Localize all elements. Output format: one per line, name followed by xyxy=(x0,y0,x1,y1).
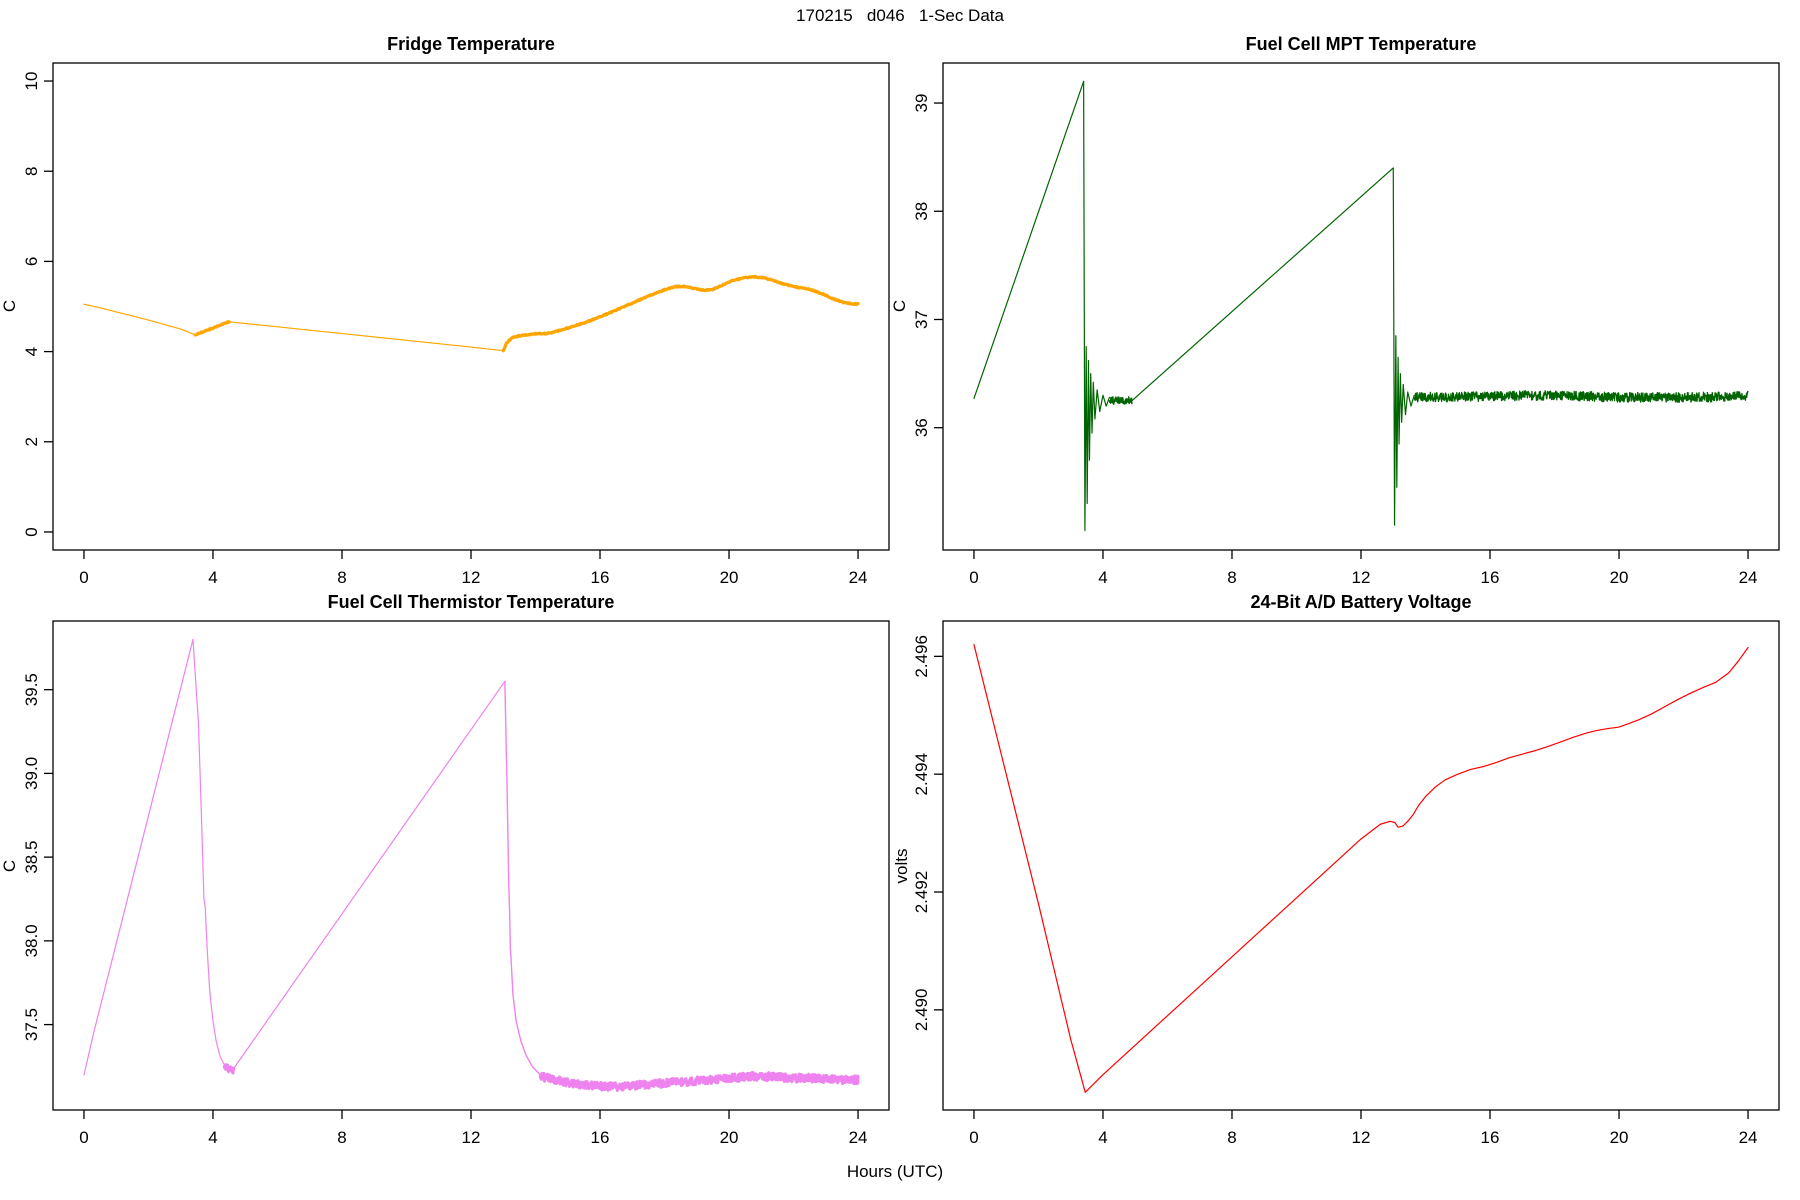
fuel-cell-thermistor-temperature-x-tick-label: 0 xyxy=(79,1128,88,1147)
fridge-temp-C-line xyxy=(501,274,860,353)
thermistor-temp-C-line xyxy=(192,638,225,1066)
fridge-temperature-x-tick-label: 12 xyxy=(462,568,481,587)
mpt-temp-C-line xyxy=(973,80,1085,400)
battery-voltage-x-tick-label: 8 xyxy=(1227,1128,1236,1147)
battery-volts-line xyxy=(973,643,1749,1093)
mpt-temp-C-line xyxy=(1413,390,1749,403)
panel-fuel-cell-mpt-temperature: 0 4 8 12 16 20 24 36 37 38 39 xyxy=(912,62,1780,587)
fuel-cell-thermistor-temperature-plot-box xyxy=(52,620,890,1111)
y-axis-title-volts: volts xyxy=(892,848,911,884)
thermistor-temp-C-line xyxy=(83,638,194,1076)
battery-voltage-x-tick-label: 0 xyxy=(969,1128,978,1147)
fridge-temperature-x-tick-label: 24 xyxy=(849,568,868,587)
fuel-cell-mpt-temperature-y-tick-label: 36 xyxy=(912,418,931,437)
battery-voltage-plot-box xyxy=(942,620,1780,1111)
thermistor-temp-C-line xyxy=(538,1071,860,1093)
battery-voltage-y-tick-label: 2.492 xyxy=(912,871,931,914)
mpt-temp-C-line xyxy=(1083,80,1111,532)
panel-title-fuel-cell-mpt-temperature: Fuel Cell MPT Temperature xyxy=(1245,34,1477,54)
fuel-cell-thermistor-temperature-x-tick-label: 12 xyxy=(462,1128,481,1147)
fridge-temperature-x-tick-label: 4 xyxy=(208,568,217,587)
y-axis-title-fridge: C xyxy=(0,299,19,313)
thermistor-temp-C-line xyxy=(222,1063,236,1075)
fuel-cell-thermistor-temperature-x-tick-label: 16 xyxy=(591,1128,610,1147)
battery-voltage-y-tick-label: 2.490 xyxy=(912,989,931,1032)
fuel-cell-mpt-temperature-x-tick-label: 12 xyxy=(1352,568,1371,587)
y-axis-title-mpt: C xyxy=(890,299,909,313)
fuel-cell-mpt-temperature-x-tick-label: 0 xyxy=(969,568,978,587)
battery-voltage-x-tick-label: 16 xyxy=(1481,1128,1500,1147)
fuel-cell-mpt-temperature-x-tick-label: 20 xyxy=(1610,568,1629,587)
panel-title-fridge-temperature: Fridge Temperature xyxy=(387,34,555,54)
fuel-cell-thermistor-temperature-y-tick-label: 39.5 xyxy=(22,673,41,706)
battery-voltage-x-tick-label: 24 xyxy=(1739,1128,1758,1147)
thermistor-temp-C-line xyxy=(504,680,542,1076)
fuel-cell-thermistor-temperature-y-tick-label: 38.0 xyxy=(22,924,41,957)
fuel-cell-mpt-temperature-y-tick-label: 37 xyxy=(912,310,931,329)
battery-voltage-x-tick-label: 20 xyxy=(1610,1128,1629,1147)
panel-title-fuel-cell-thermistor-temperature: Fuel Cell Thermistor Temperature xyxy=(327,592,615,612)
mpt-temp-C-line xyxy=(1392,167,1415,526)
fridge-temperature-y-tick-label: 2 xyxy=(22,437,41,446)
fridge-temperature-x-tick-label: 0 xyxy=(79,568,88,587)
figure-title: 170215 d046 1-Sec Data xyxy=(796,6,1004,25)
fridge-temperature-y-tick-label: 4 xyxy=(22,347,41,356)
panel-title-battery-voltage: 24-Bit A/D Battery Voltage xyxy=(1250,592,1472,612)
fuel-cell-thermistor-temperature-x-tick-label: 24 xyxy=(849,1128,868,1147)
fridge-temperature-y-tick-label: 0 xyxy=(22,527,41,536)
fuel-cell-mpt-temperature-x-tick-label: 16 xyxy=(1481,568,1500,587)
fuel-cell-mpt-temperature-x-tick-label: 4 xyxy=(1098,568,1107,587)
battery-voltage-y-tick-label: 2.494 xyxy=(912,753,931,796)
mpt-temp-C-line xyxy=(1131,167,1394,402)
fuel-cell-mpt-temperature-y-tick-label: 39 xyxy=(912,94,931,113)
panel-battery-voltage: 0 4 8 12 16 20 24 2.490 2.492 2.494 2.496 xyxy=(912,620,1780,1147)
fridge-temperature-y-tick-label: 10 xyxy=(22,72,41,91)
battery-voltage-y-tick-label: 2.496 xyxy=(912,635,931,678)
fuel-cell-mpt-temperature-y-tick-label: 38 xyxy=(912,202,931,221)
fridge-temperature-y-tick-label: 6 xyxy=(22,257,41,266)
mpt-temp-C-line xyxy=(1108,396,1133,405)
fridge-temp-C-line xyxy=(83,303,196,336)
fridge-temperature-x-tick-label: 20 xyxy=(720,568,739,587)
fuel-cell-thermistor-temperature-y-tick-label: 39.0 xyxy=(22,757,41,790)
fuel-cell-thermistor-temperature-y-tick-label: 37.5 xyxy=(22,1008,41,1041)
fuel-cell-thermistor-temperature-x-tick-label: 20 xyxy=(720,1128,739,1147)
fridge-temperature-x-tick-label: 16 xyxy=(591,568,610,587)
fridge-temperature-x-tick-label: 8 xyxy=(337,568,346,587)
battery-voltage-x-tick-label: 4 xyxy=(1098,1128,1107,1147)
fuel-cell-thermistor-temperature-x-tick-label: 4 xyxy=(208,1128,217,1147)
y-axis-title-thermistor: C xyxy=(0,859,19,873)
fridge-temperature-plot-box xyxy=(52,62,890,551)
fridge-temp-C-line xyxy=(228,321,504,352)
fuel-cell-mpt-temperature-plot-box xyxy=(942,62,1780,551)
battery-voltage-x-tick-label: 12 xyxy=(1352,1128,1371,1147)
fridge-temperature-y-tick-label: 8 xyxy=(22,166,41,175)
fuel-cell-thermistor-temperature-y-tick-label: 38.5 xyxy=(22,841,41,874)
fuel-cell-mpt-temperature-x-tick-label: 8 xyxy=(1227,568,1236,587)
panel-fuel-cell-thermistor-temperature: 0 4 8 12 16 20 24 37.5 38.0 38.5 39.0 39.5 xyxy=(22,620,890,1147)
fuel-cell-thermistor-temperature-x-tick-label: 8 xyxy=(337,1128,346,1147)
thermistor-temp-C-line xyxy=(233,680,506,1069)
x-axis-title: Hours (UTC) xyxy=(846,1162,944,1181)
fuel-cell-mpt-temperature-x-tick-label: 24 xyxy=(1739,568,1758,587)
fridge-temp-C-line xyxy=(193,320,231,337)
